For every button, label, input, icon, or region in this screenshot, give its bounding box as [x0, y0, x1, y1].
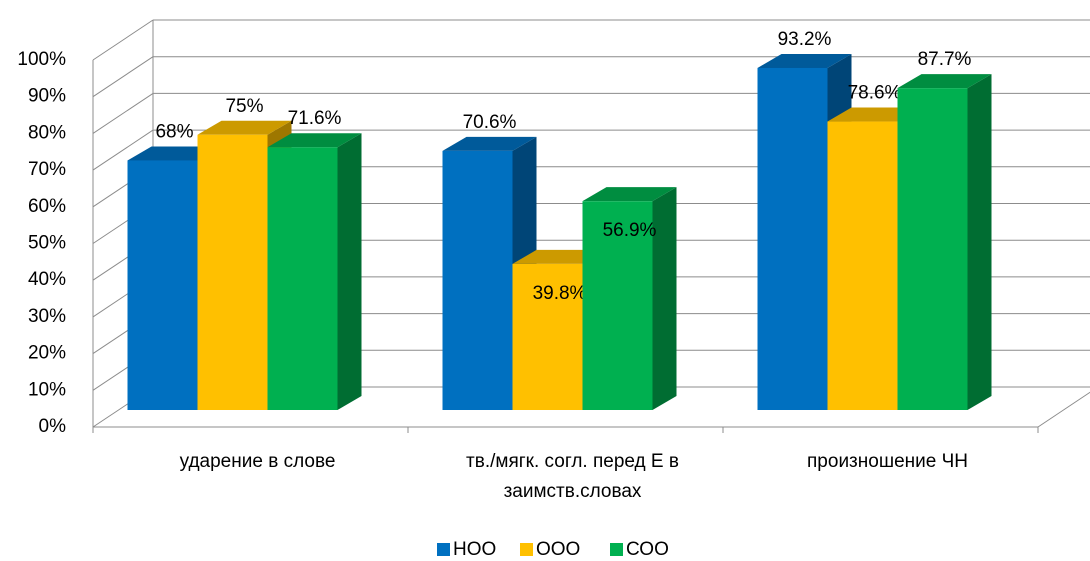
- data-label: 87.7%: [918, 49, 972, 70]
- y-tick-label: 90%: [28, 86, 66, 107]
- y-tick-label: 10%: [28, 379, 66, 400]
- legend-label: ООО: [536, 539, 580, 560]
- bar-top: [442, 136, 537, 151]
- data-label: 68%: [155, 121, 193, 142]
- y-tick-label: 60%: [28, 196, 66, 217]
- bar: [267, 133, 362, 410]
- data-label: 70.6%: [463, 112, 517, 133]
- legend-label: СОО: [626, 539, 669, 560]
- data-label: 78.6%: [848, 83, 902, 104]
- x-tick-label: ударение в слове: [179, 451, 336, 472]
- x-tick-label: произношение ЧН: [807, 451, 968, 472]
- y-tick-label: 20%: [28, 343, 66, 364]
- y-tick-label: 70%: [28, 159, 66, 180]
- data-label: 56.9%: [603, 220, 657, 241]
- bar-front: [267, 147, 338, 410]
- bar-top: [267, 133, 362, 148]
- legend-swatch: [610, 543, 623, 556]
- grid-line: [92, 92, 154, 134]
- y-tick-label: 0%: [39, 416, 67, 437]
- grid-line: [92, 19, 154, 61]
- y-tick-label: 40%: [28, 269, 66, 290]
- bar-front: [512, 263, 583, 410]
- y-tick-label: 50%: [28, 233, 66, 254]
- y-tick-label: 30%: [28, 306, 66, 327]
- legend-label: НОО: [453, 539, 496, 560]
- x-tick-label: тв./мягк. согл. перед Е в заимств.словах: [466, 451, 679, 502]
- data-label: 75%: [225, 96, 263, 117]
- bar-top: [197, 120, 292, 135]
- bar: [897, 74, 992, 411]
- bar-front: [197, 134, 268, 410]
- grid-line: [92, 56, 154, 98]
- floor-edge: [1037, 391, 1090, 428]
- data-label: 93.2%: [778, 29, 832, 50]
- bar-side: [652, 187, 677, 410]
- data-label: 39.8%: [533, 283, 587, 304]
- bar-front: [442, 150, 513, 410]
- bar-front: [827, 121, 898, 411]
- legend-swatch: [520, 543, 533, 556]
- y-tick-label: 100%: [17, 49, 66, 70]
- bar-top: [757, 53, 852, 68]
- bar-side: [967, 74, 992, 411]
- y-tick-label: 80%: [28, 122, 66, 143]
- bar-top: [582, 187, 677, 202]
- bar-front: [897, 88, 968, 411]
- bar-side: [337, 133, 362, 410]
- data-label: 71.6%: [288, 108, 342, 129]
- bar: [582, 187, 677, 410]
- bar-front: [127, 160, 198, 410]
- legend-swatch: [437, 543, 450, 556]
- bar-front: [757, 67, 828, 411]
- bar-top: [897, 74, 992, 89]
- grid-line: [92, 129, 154, 171]
- bar-front: [582, 201, 653, 410]
